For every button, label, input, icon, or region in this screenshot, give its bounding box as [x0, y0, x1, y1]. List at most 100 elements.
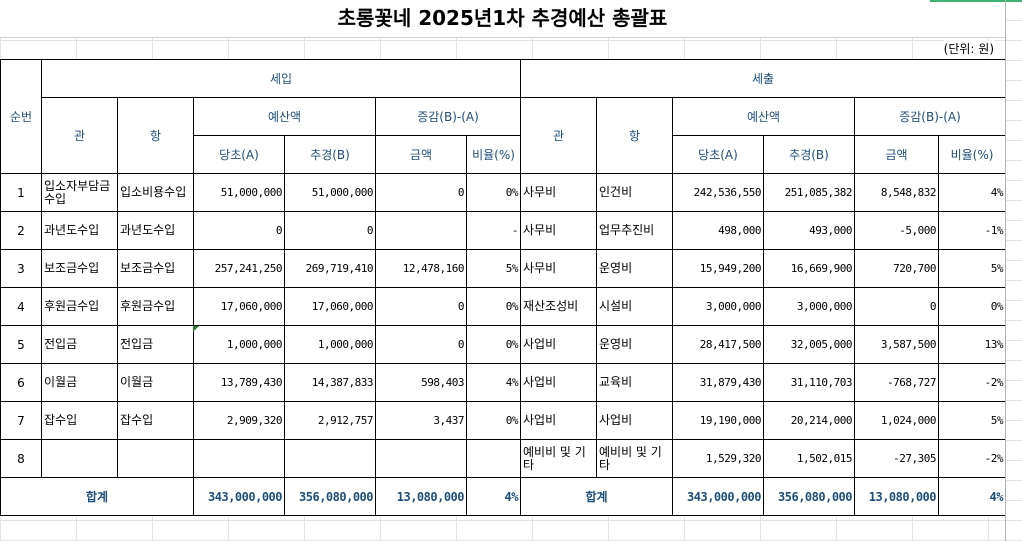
expense-orig-cell[interactable]: 3,000,000 — [672, 287, 764, 326]
income-supp-cell[interactable]: 51,000,000 — [284, 173, 376, 212]
expense-supp-cell[interactable]: 31,110,703 — [763, 363, 855, 402]
expense-gwan-cell[interactable]: 예비비 및 기타 — [520, 439, 597, 478]
expense-hang-cell[interactable]: 교육비 — [596, 363, 673, 402]
income-gwan-cell[interactable]: 과년도수입 — [41, 211, 118, 250]
expense-supp-cell[interactable]: 20,214,000 — [763, 401, 855, 440]
income-supp-cell[interactable]: 1,000,000 — [284, 325, 376, 364]
income-gwan-cell[interactable]: 후원금수입 — [41, 287, 118, 326]
income-gwan-cell[interactable]: 입소자부담금수입 — [41, 173, 118, 212]
seq-cell[interactable]: 4 — [0, 287, 42, 326]
expense-gwan-cell[interactable]: 재산조성비 — [520, 287, 597, 326]
income-orig-cell[interactable]: 2,909,320 — [193, 401, 285, 440]
income-orig-cell[interactable]: 1,000,000 — [193, 325, 285, 364]
income-supp-cell[interactable]: 269,719,410 — [284, 249, 376, 288]
income-amount-cell[interactable] — [375, 211, 467, 250]
income-gwan-header[interactable]: 관 — [41, 97, 118, 174]
expense-orig-cell[interactable]: 242,536,550 — [672, 173, 764, 212]
expense-total-supp[interactable]: 356,080,000 — [763, 477, 855, 516]
income-hang-cell[interactable]: 이월금 — [117, 363, 194, 402]
income-diff-header[interactable]: 증감(B)-(A) — [375, 97, 521, 136]
expense-ratio-cell[interactable]: 5% — [938, 401, 1006, 440]
expense-budget-header[interactable]: 예산액 — [672, 97, 855, 136]
income-gwan-cell[interactable]: 보조금수입 — [41, 249, 118, 288]
income-ratio-cell[interactable]: 0% — [466, 287, 521, 326]
income-ratio-cell[interactable]: - — [466, 211, 521, 250]
expense-gwan-cell[interactable]: 사업비 — [520, 325, 597, 364]
expense-ratio-cell[interactable]: 0% — [938, 287, 1006, 326]
income-ratio-header[interactable]: 비율(%) — [466, 135, 521, 174]
expense-total-amount[interactable]: 13,080,000 — [854, 477, 939, 516]
expense-ratio-cell[interactable]: 13% — [938, 325, 1006, 364]
income-total-ratio[interactable]: 4% — [466, 477, 521, 516]
income-supp-header[interactable]: 추경(B) — [284, 135, 376, 174]
seq-cell[interactable]: 2 — [0, 211, 42, 250]
expense-total-ratio[interactable]: 4% — [938, 477, 1006, 516]
seq-cell[interactable]: 7 — [0, 401, 42, 440]
expense-ratio-cell[interactable]: 4% — [938, 173, 1006, 212]
seq-cell[interactable]: 6 — [0, 363, 42, 402]
income-ratio-cell[interactable]: 0% — [466, 173, 521, 212]
income-ratio-cell[interactable]: 5% — [466, 249, 521, 288]
income-gwan-cell[interactable]: 이월금 — [41, 363, 118, 402]
expense-supp-cell[interactable]: 16,669,900 — [763, 249, 855, 288]
income-amount-cell[interactable]: 0 — [375, 287, 467, 326]
income-hang-cell[interactable]: 잡수입 — [117, 401, 194, 440]
expense-amount-cell[interactable]: -5,000 — [854, 211, 939, 250]
income-amount-header[interactable]: 금액 — [375, 135, 467, 174]
income-ratio-cell[interactable] — [466, 439, 521, 478]
expense-gwan-cell[interactable]: 사무비 — [520, 173, 597, 212]
expense-amount-cell[interactable]: 720,700 — [854, 249, 939, 288]
expense-hang-header[interactable]: 항 — [596, 97, 673, 174]
income-supp-cell[interactable]: 14,387,833 — [284, 363, 376, 402]
income-amount-cell[interactable]: 0 — [375, 173, 467, 212]
income-total-supp[interactable]: 356,080,000 — [284, 477, 376, 516]
expense-supp-cell[interactable]: 493,000 — [763, 211, 855, 250]
expense-gwan-cell[interactable]: 사무비 — [520, 211, 597, 250]
expense-ratio-cell[interactable]: -2% — [938, 439, 1006, 478]
seq-cell[interactable]: 1 — [0, 173, 42, 212]
expense-total-label[interactable]: 합계 — [520, 477, 673, 516]
expense-orig-cell[interactable]: 31,879,430 — [672, 363, 764, 402]
income-gwan-cell[interactable] — [41, 439, 118, 478]
expense-orig-cell[interactable]: 19,190,000 — [672, 401, 764, 440]
expense-orig-header[interactable]: 당초(A) — [672, 135, 764, 174]
income-ratio-cell[interactable]: 0% — [466, 325, 521, 364]
expense-diff-header[interactable]: 증감(B)-(A) — [854, 97, 1006, 136]
income-amount-cell[interactable]: 3,437 — [375, 401, 467, 440]
income-total-orig[interactable]: 343,000,000 — [193, 477, 285, 516]
income-amount-cell[interactable]: 598,403 — [375, 363, 467, 402]
income-orig-cell[interactable]: 257,241,250 — [193, 249, 285, 288]
income-supp-cell[interactable]: 17,060,000 — [284, 287, 376, 326]
expense-ratio-header[interactable]: 비율(%) — [938, 135, 1006, 174]
expense-hang-cell[interactable]: 시설비 — [596, 287, 673, 326]
income-supp-cell[interactable]: 2,912,757 — [284, 401, 376, 440]
income-gwan-cell[interactable]: 잡수입 — [41, 401, 118, 440]
expense-orig-cell[interactable]: 15,949,200 — [672, 249, 764, 288]
income-gwan-cell[interactable]: 전입금 — [41, 325, 118, 364]
expense-amount-header[interactable]: 금액 — [854, 135, 939, 174]
income-total-amount[interactable]: 13,080,000 — [375, 477, 467, 516]
income-orig-cell[interactable]: 13,789,430 — [193, 363, 285, 402]
expense-hang-cell[interactable]: 예비비 및 기타 — [596, 439, 673, 478]
income-ratio-cell[interactable]: 4% — [466, 363, 521, 402]
expense-supp-header[interactable]: 추경(B) — [763, 135, 855, 174]
income-total-label[interactable]: 합계 — [0, 477, 194, 516]
seq-cell[interactable]: 5 — [0, 325, 42, 364]
expense-amount-cell[interactable]: -27,305 — [854, 439, 939, 478]
expense-gwan-header[interactable]: 관 — [520, 97, 597, 174]
expense-hang-cell[interactable]: 업무추진비 — [596, 211, 673, 250]
expense-hang-cell[interactable]: 사업비 — [596, 401, 673, 440]
income-amount-cell[interactable]: 12,478,160 — [375, 249, 467, 288]
income-orig-header[interactable]: 당초(A) — [193, 135, 285, 174]
expense-amount-cell[interactable]: 3,587,500 — [854, 325, 939, 364]
expense-header[interactable]: 세출 — [520, 59, 1006, 98]
expense-ratio-cell[interactable]: -2% — [938, 363, 1006, 402]
seq-cell[interactable]: 3 — [0, 249, 42, 288]
income-hang-cell[interactable] — [117, 439, 194, 478]
income-budget-header[interactable]: 예산액 — [193, 97, 376, 136]
income-hang-cell[interactable]: 전입금 — [117, 325, 194, 364]
expense-amount-cell[interactable]: 1,024,000 — [854, 401, 939, 440]
seq-cell[interactable]: 8 — [0, 439, 42, 478]
expense-gwan-cell[interactable]: 사업비 — [520, 401, 597, 440]
expense-gwan-cell[interactable]: 사업비 — [520, 363, 597, 402]
